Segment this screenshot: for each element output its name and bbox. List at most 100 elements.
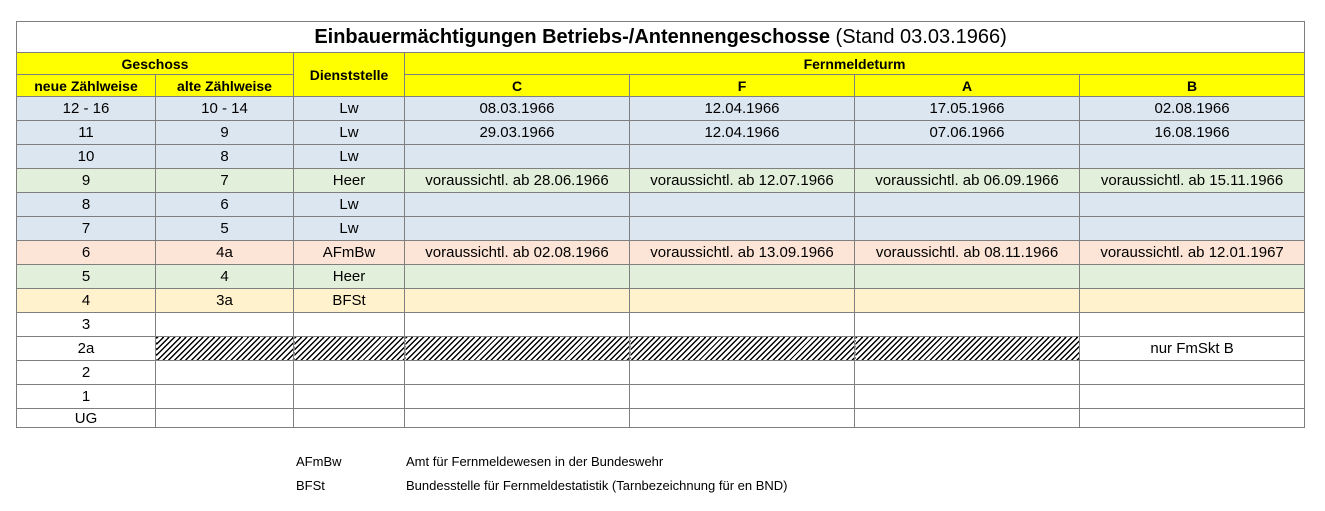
department: Lw [293, 96, 405, 121]
tower-c-date [404, 408, 630, 428]
floor-old-count: 7 [155, 168, 294, 193]
tower-f-date [629, 288, 855, 313]
tower-c-date: 29.03.1966 [404, 120, 630, 145]
tower-a-date [854, 336, 1080, 361]
floor-old-count [155, 312, 294, 337]
floor-old-count: 8 [155, 144, 294, 169]
table-row: 2 [16, 360, 1306, 385]
floor-old-count [155, 336, 294, 361]
tower-f-date [629, 144, 855, 169]
tower-b-date [1078, 384, 1306, 409]
department: BFSt [293, 288, 405, 313]
tower-a-date: voraussichtl. ab 06.09.1966 [854, 168, 1080, 193]
table-row: 3 [16, 312, 1306, 337]
tower-a-date [854, 312, 1080, 337]
table-title-bold: Einbauermächtigungen Betriebs-/Antenneng… [314, 26, 830, 48]
table-row: 1 [16, 384, 1306, 409]
department [293, 312, 405, 337]
department: Lw [293, 120, 405, 145]
floor-old-count: 9 [155, 120, 294, 145]
table-row: 10 8 Lw [16, 144, 1306, 169]
floor-new-count: 11 [16, 120, 156, 145]
tower-b-date [1078, 192, 1306, 217]
table-title-date: (Stand 03.03.1966) [835, 26, 1007, 48]
tower-a-date [854, 264, 1080, 289]
table-row: 7 5 Lw [16, 216, 1306, 241]
floor-new-count: 8 [16, 192, 156, 217]
legend-description: Amt für Fernmeldewesen in der Bundeswehr [406, 454, 664, 469]
floor-new-count: 6 [16, 240, 156, 265]
department: Heer [293, 168, 405, 193]
tower-b-date [1078, 216, 1306, 241]
tower-f-date [629, 408, 855, 428]
department: Heer [293, 264, 405, 289]
tower-f-date: voraussichtl. ab 12.07.1966 [629, 168, 855, 193]
department: Lw [293, 216, 405, 241]
floor-old-count: 3a [155, 288, 294, 313]
table-row: 4 3a BFSt [16, 288, 1306, 313]
tower-c-date [404, 312, 630, 337]
tower-b-date [1078, 288, 1306, 313]
tower-a-date [854, 288, 1080, 313]
tower-a-date [854, 144, 1080, 169]
table-row: 2a nur FmSkt B [16, 336, 1306, 361]
legend-abbreviation: BFSt [296, 478, 325, 493]
floor-old-count [155, 360, 294, 385]
header-tower-a: A [854, 74, 1080, 97]
department [293, 384, 405, 409]
tower-b-date: 02.08.1966 [1078, 96, 1306, 121]
floor-new-count: 10 [16, 144, 156, 169]
floor-new-count: 12 - 16 [16, 96, 156, 121]
tower-a-date [854, 216, 1080, 241]
tower-c-date [404, 360, 630, 385]
tower-c-date [404, 144, 630, 169]
tower-b-date [1078, 408, 1306, 428]
header-tower-c: C [404, 74, 630, 97]
department [293, 408, 405, 428]
department [293, 360, 405, 385]
tower-a-date [854, 408, 1080, 428]
table-row: 6 4a AFmBw voraussichtl. ab 02.08.1966 vorau… [16, 240, 1306, 265]
tower-b-date: voraussichtl. ab 12.01.1967 [1078, 240, 1306, 265]
header-tower-b: B [1078, 74, 1306, 97]
tower-c-date [404, 336, 630, 361]
floor-authorization-table: Einbauermächtigungen Betriebs-/Antenneng… [15, 21, 1306, 428]
floor-new-count: 9 [16, 168, 156, 193]
header-fernmeldeturm: Fernmeldeturm [403, 52, 1306, 75]
table-row: 11 9 Lw 29.03.1966 12.04.1966 07.06.1966 16.08… [16, 120, 1306, 145]
header-alte-zaehlweise: alte Zählweise [155, 74, 294, 97]
tower-b-date: 16.08.1966 [1078, 120, 1306, 145]
tower-f-date [629, 216, 855, 241]
department: Lw [293, 144, 405, 169]
tower-b-date: voraussichtl. ab 15.11.1966 [1078, 168, 1306, 193]
floor-new-count: 7 [16, 216, 156, 241]
tower-f-date [629, 192, 855, 217]
tower-f-date [629, 384, 855, 409]
tower-c-date [404, 264, 630, 289]
floor-new-count: 5 [16, 264, 156, 289]
tower-a-date: 17.05.1966 [854, 96, 1080, 121]
tower-b-date [1078, 312, 1306, 337]
floor-old-count [155, 408, 294, 428]
table-title: Einbauermächtigungen Betriebs-/Antenneng… [15, 21, 1306, 53]
legend-description: Bundesstelle für Fernmeldestatistik (Tar… [406, 478, 788, 493]
floor-new-count: 2a [16, 336, 156, 361]
tower-a-date [854, 192, 1080, 217]
floor-new-count: UG [16, 408, 156, 428]
tower-b-date [1078, 264, 1306, 289]
table-row: 9 7 Heer voraussichtl. ab 28.06.1966 vorauss… [16, 168, 1306, 193]
tower-c-date: voraussichtl. ab 02.08.1966 [404, 240, 630, 265]
tower-a-date [854, 360, 1080, 385]
tower-a-date: 07.06.1966 [854, 120, 1080, 145]
tower-b-date: nur FmSkt B [1078, 336, 1306, 361]
floor-new-count: 4 [16, 288, 156, 313]
table-row: UG [16, 408, 1306, 428]
tower-f-date [629, 264, 855, 289]
header-neue-zaehlweise: neue Zählweise [16, 74, 156, 97]
tower-f-date: 12.04.1966 [629, 120, 855, 145]
tower-c-date: 08.03.1966 [404, 96, 630, 121]
tower-f-date: 12.04.1966 [629, 96, 855, 121]
floor-old-count: 4 [155, 264, 294, 289]
floor-new-count: 1 [16, 384, 156, 409]
table-row: 8 6 Lw [16, 192, 1306, 217]
